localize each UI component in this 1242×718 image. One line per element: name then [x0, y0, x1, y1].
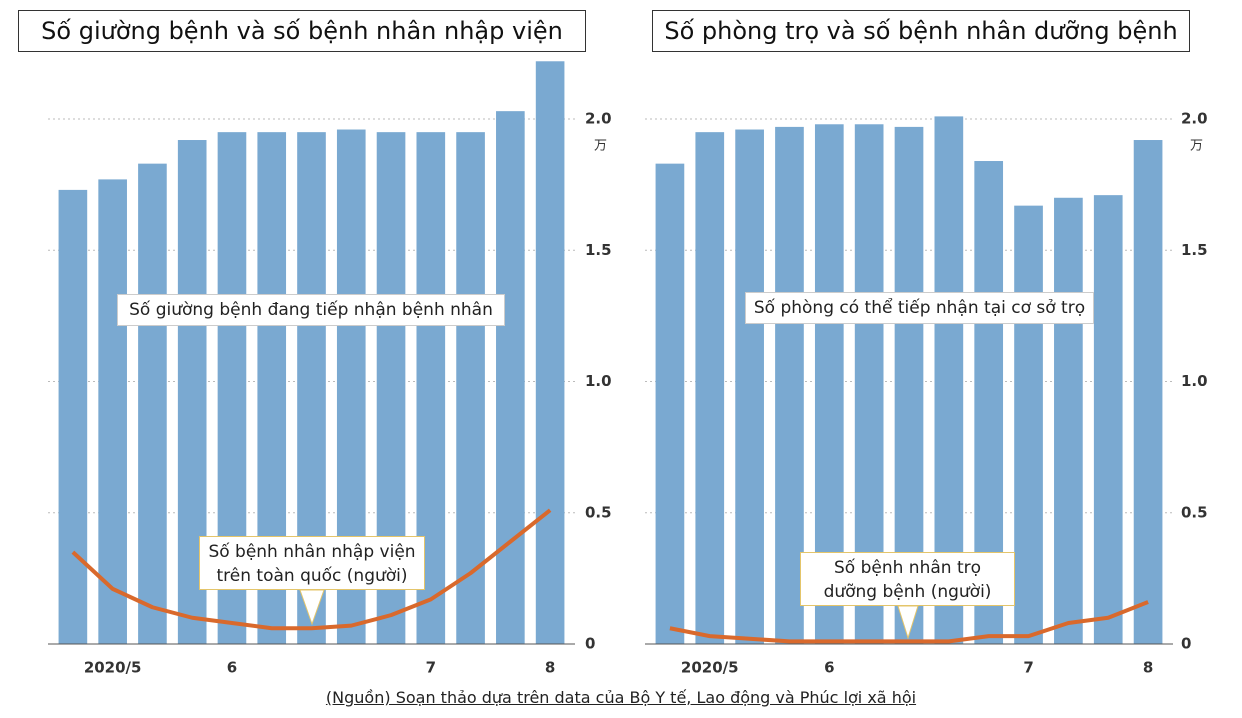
y-tick-label: 1.5	[1181, 241, 1208, 259]
bar	[496, 111, 525, 644]
bar	[735, 129, 764, 644]
bar	[456, 132, 485, 644]
x-tick-label: 7	[426, 659, 436, 677]
x-tick-label: 2020/5	[681, 659, 739, 677]
line-legend: Số bệnh nhân nhập viện trên toàn quốc (n…	[199, 536, 425, 590]
y-unit: 万	[594, 139, 607, 154]
bar	[1093, 195, 1123, 645]
y-tick-label: 2.0	[585, 110, 612, 128]
bar-legend: Số phòng có thể tiếp nhận tại cơ sở trọ	[745, 292, 1094, 324]
x-tick-label: 6	[227, 659, 237, 677]
bar	[1133, 140, 1163, 644]
line	[71, 508, 552, 631]
callout-pointer	[299, 589, 325, 626]
x-tick-label: 8	[545, 659, 555, 677]
y-unit: 万	[1190, 139, 1203, 154]
y-tick-label: 1.5	[585, 241, 612, 259]
y-tick-label: 2.0	[1181, 110, 1208, 128]
bar	[695, 132, 725, 644]
bar	[58, 189, 88, 644]
y-tick-label: 1.0	[1181, 372, 1208, 390]
bar	[1014, 205, 1043, 644]
x-tick-label: 2020/5	[84, 659, 142, 677]
x-tick-label: 8	[1143, 659, 1153, 677]
bar-legend: Số giường bệnh đang tiếp nhận bệnh nhân	[117, 294, 505, 326]
bar	[98, 179, 127, 645]
y-tick-label: 0	[1181, 635, 1191, 653]
bar	[535, 61, 565, 645]
line	[669, 600, 1149, 644]
x-tick-label: 7	[1023, 659, 1033, 677]
y-tick-label: 0.5	[1181, 503, 1208, 521]
x-tick-label: 6	[824, 659, 834, 677]
chart-title: Số phòng trọ và số bệnh nhân dưỡng bệnh	[652, 10, 1190, 52]
chart-title: Số giường bệnh và số bệnh nhân nhập viện	[18, 10, 586, 52]
y-tick-label: 0	[585, 635, 595, 653]
y-tick-label: 1.0	[585, 372, 612, 390]
bar	[1054, 197, 1083, 644]
bar	[138, 163, 167, 645]
line-legend: Số bệnh nhân trọ dưỡng bệnh (người)	[800, 552, 1015, 606]
y-tick-label: 0.5	[585, 503, 612, 521]
bar	[655, 163, 685, 645]
callout-pointer	[897, 605, 919, 640]
bar	[775, 126, 804, 644]
source-note: (Nguồn) Soạn thảo dựa trên data của Bộ Y…	[325, 688, 917, 707]
